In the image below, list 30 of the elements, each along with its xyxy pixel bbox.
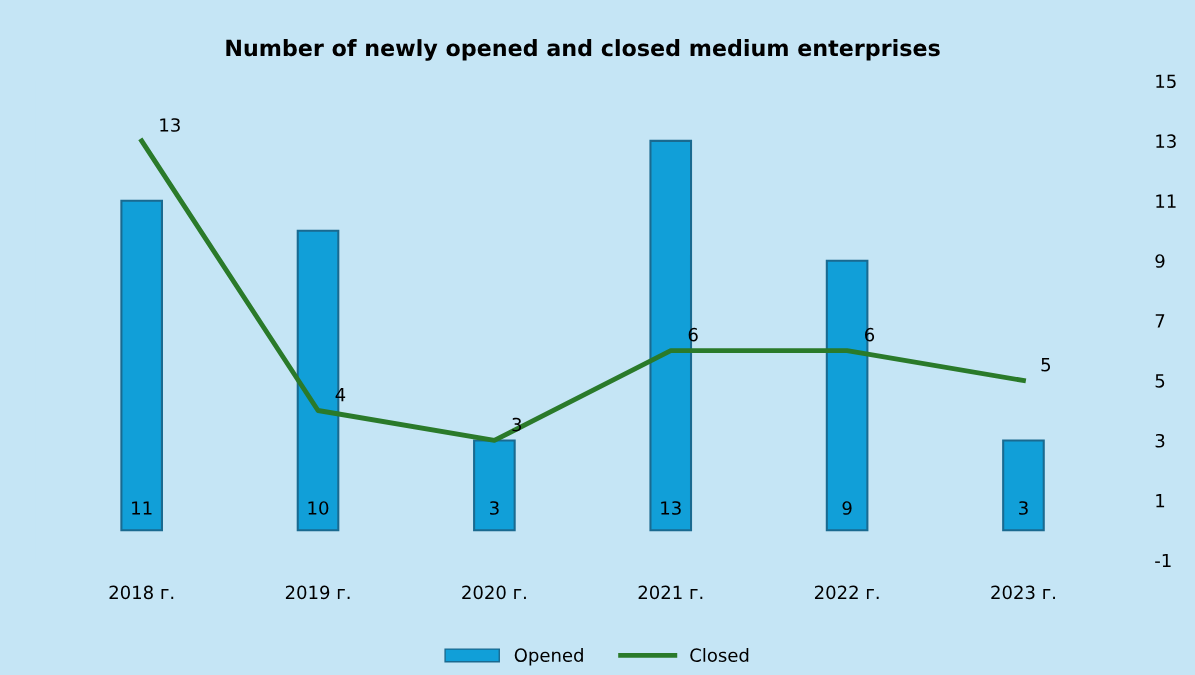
y-tick-label: 5 (1155, 374, 1165, 388)
data-label: 9 (842, 501, 852, 515)
data-label: 13 (160, 118, 180, 132)
data-label: 10 (308, 501, 329, 515)
y-tick-label: 7 (1155, 314, 1165, 328)
y-tick-label: 11 (1156, 194, 1176, 208)
legend-label: Closed (690, 648, 749, 662)
line-series (139, 138, 1026, 443)
data-label: 5 (1041, 358, 1051, 372)
x-tick-label: 2020 г. (462, 585, 526, 600)
y-tick-label: 13 (1156, 134, 1176, 149)
y-tick-label: 9 (1155, 254, 1165, 268)
data-label: 3 (1019, 501, 1028, 515)
y-tick-label: 15 (1156, 74, 1176, 89)
x-tick-label: 2023 г. (991, 585, 1055, 600)
data-label: 13 (661, 501, 681, 515)
legend-label: Opened (514, 648, 583, 666)
x-tick-label: 2022 г. (814, 585, 879, 600)
y-tick-label: 3 (1155, 433, 1165, 448)
y-tick-label: -1 (1155, 553, 1171, 568)
data-label: 11 (132, 501, 152, 515)
bar (1002, 439, 1045, 532)
data-label: 3 (490, 501, 499, 515)
x-tick-label: 2018 г. (109, 585, 174, 600)
bar (120, 199, 163, 532)
x-tick-label: 2021 г. (638, 585, 703, 600)
x-tick-label: 2019 г. (285, 585, 350, 600)
chart-title: Number of newly opened and closed medium enterprises (226, 39, 940, 61)
y-tick-label: 1 (1156, 494, 1165, 508)
bar (473, 439, 516, 532)
